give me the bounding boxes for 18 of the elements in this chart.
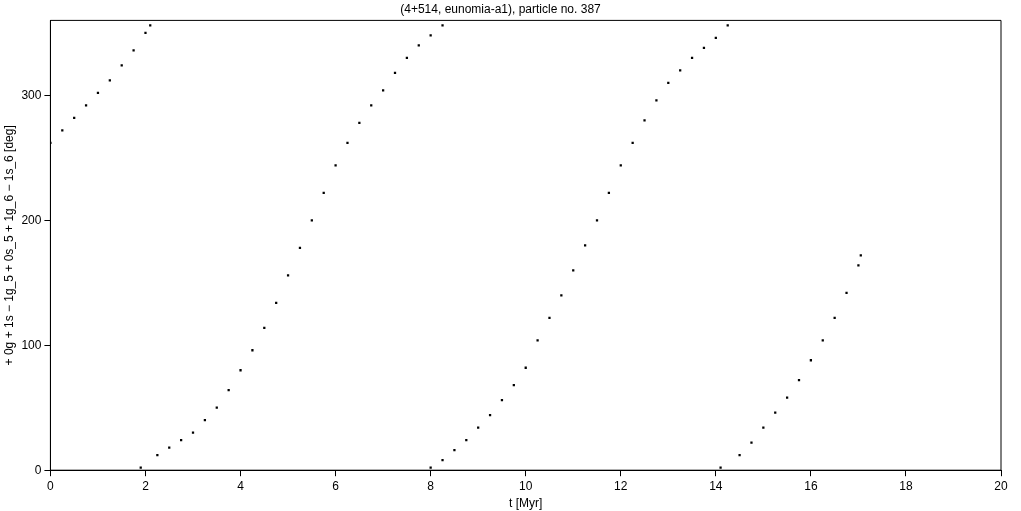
x-tick-label: 6: [332, 478, 340, 493]
x-tick-label: 0: [47, 478, 55, 493]
x-tick-label: 14: [709, 478, 723, 493]
x-tick-label: 2: [142, 478, 150, 493]
x-tick-label: 12: [614, 478, 628, 493]
y-tick-label: 300: [21, 87, 42, 102]
y-tick-label: 200: [21, 212, 42, 227]
x-tick-label: 18: [899, 478, 913, 493]
x-tick-label: 4: [237, 478, 245, 493]
chart-title: (4+514, eunomia-a1), particle no. 387: [400, 1, 602, 16]
x-tick-label: 8: [427, 478, 435, 493]
y-tick-label: 100: [21, 337, 42, 352]
x-axis-title: t [Myr]: [509, 496, 543, 511]
x-tick-label: 10: [519, 478, 533, 493]
x-tick-label: 20: [994, 478, 1008, 493]
x-tick-label: 16: [804, 478, 818, 493]
y-axis-title: + 0g + 1s − 1g_5 + 0s_5 + 1g_6 − 1s_6 [deg]: [1, 125, 16, 366]
y-tick-label: 0: [34, 462, 42, 477]
